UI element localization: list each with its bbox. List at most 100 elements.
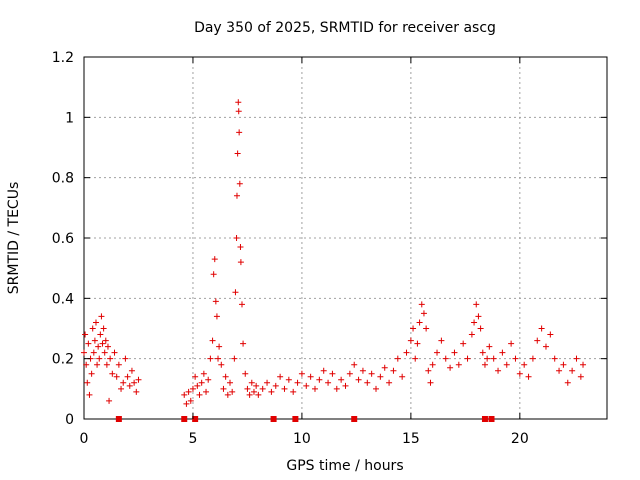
data-point <box>577 373 584 380</box>
data-point <box>99 340 106 347</box>
data-point <box>516 370 523 377</box>
data-point <box>90 349 97 356</box>
data-point <box>442 355 449 362</box>
data-point <box>564 379 571 386</box>
data-point <box>216 343 223 350</box>
data-point <box>104 343 111 350</box>
data-point <box>183 400 190 407</box>
y-tick-label: 0.4 <box>52 291 74 307</box>
data-point <box>451 349 458 356</box>
gap-marker <box>292 416 299 422</box>
data-point <box>551 355 558 362</box>
y-tick-label: 0.8 <box>52 171 74 187</box>
data-point <box>224 391 231 398</box>
data-point <box>508 340 515 347</box>
data-point <box>211 256 218 263</box>
data-point <box>229 388 236 395</box>
data-point <box>246 391 253 398</box>
data-point <box>232 289 239 296</box>
data-point <box>346 370 353 377</box>
data-point <box>316 376 323 383</box>
data-point <box>434 349 441 356</box>
data-point <box>106 397 113 404</box>
data-point <box>133 388 140 395</box>
data-point <box>503 361 510 368</box>
data-point <box>473 301 480 308</box>
data-point <box>438 337 445 344</box>
data-point <box>181 391 188 398</box>
data-point <box>238 301 245 308</box>
data-point <box>218 361 225 368</box>
x-axis-label: GPS time / hours <box>286 458 403 474</box>
x-tick-label: 0 <box>80 431 89 447</box>
chart-title: Day 350 of 2025, SRMTID for receiver asc… <box>194 20 496 36</box>
data-point <box>233 192 240 199</box>
data-point <box>242 370 249 377</box>
data-point <box>118 385 125 392</box>
data-point <box>455 361 462 368</box>
grid <box>84 57 607 419</box>
data-point <box>250 388 257 395</box>
data-point <box>414 340 421 347</box>
data-point <box>290 388 297 395</box>
data-point <box>215 355 222 362</box>
data-point <box>338 376 345 383</box>
data-point <box>394 355 401 362</box>
data-point <box>547 331 554 338</box>
data-point <box>244 385 251 392</box>
data-point <box>109 370 116 377</box>
data-point <box>192 373 199 380</box>
data-point <box>481 361 488 368</box>
data-point <box>113 373 120 380</box>
data-point <box>534 337 541 344</box>
data-point <box>373 385 380 392</box>
y-axis-label: SRMTID / TECUs <box>6 182 22 295</box>
data-point <box>135 376 142 383</box>
data-point <box>131 379 138 386</box>
data-point <box>91 337 98 344</box>
data-point <box>418 301 425 308</box>
data-point <box>101 349 108 356</box>
data-point <box>81 349 87 356</box>
data-point <box>237 244 244 251</box>
data-point <box>207 355 214 362</box>
y-tick-label: 1 <box>65 110 74 126</box>
data-point <box>122 355 129 362</box>
gap-marker <box>351 416 358 422</box>
data-point <box>412 355 419 362</box>
data-point <box>212 298 219 305</box>
data-point <box>272 382 279 389</box>
gap-marker <box>181 416 188 422</box>
data-point <box>427 379 434 386</box>
data-point <box>475 313 482 320</box>
data-point <box>320 367 327 374</box>
data-point <box>429 361 436 368</box>
x-tick-label: 15 <box>402 431 420 447</box>
data-point <box>307 373 314 380</box>
data-point <box>407 337 414 344</box>
data-point <box>471 319 478 326</box>
data-point <box>209 337 216 344</box>
data-point <box>333 385 340 392</box>
data-point <box>237 259 244 266</box>
data-point <box>233 235 240 241</box>
data-point <box>342 382 349 389</box>
data-point <box>403 349 410 356</box>
data-point <box>368 370 375 377</box>
data-point <box>96 355 103 362</box>
data-point <box>285 376 292 383</box>
data-point <box>298 370 305 377</box>
data-point <box>120 379 127 386</box>
x-tick-label: 10 <box>293 431 311 447</box>
data-point <box>573 355 580 362</box>
y-tick-label: 0.6 <box>52 231 74 247</box>
data-point <box>203 388 210 395</box>
x-tick-label: 20 <box>511 431 529 447</box>
data-point <box>248 379 255 386</box>
y-tick-label: 1.2 <box>52 50 74 66</box>
data-point <box>111 349 118 356</box>
data-point <box>187 397 194 404</box>
data-point <box>95 343 102 350</box>
data-point <box>311 385 318 392</box>
